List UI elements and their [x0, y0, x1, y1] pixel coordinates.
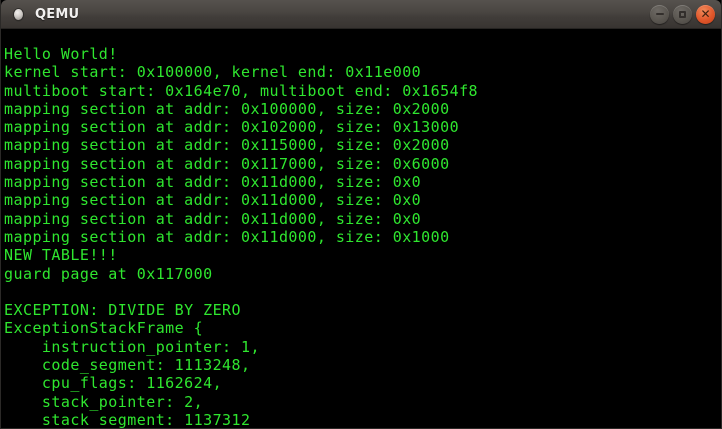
- terminal-line: mapping section at addr: 0x102000, size:…: [4, 118, 460, 137]
- terminal-line: multiboot start: 0x164e70, multiboot end…: [4, 81, 479, 100]
- close-button[interactable]: ✕: [696, 4, 715, 24]
- terminal-output[interactable]: Hello World! kernel start: 0x100000, kern…: [1, 29, 721, 428]
- terminal-line: mapping section at addr: 0x115000, size:…: [4, 136, 450, 155]
- terminal-line: cpu_flags: 1162624,: [4, 374, 223, 393]
- close-icon: ✕: [700, 7, 711, 21]
- window-title: QEMU: [35, 6, 80, 22]
- terminal-line: mapping section at addr: 0x11d000, size:…: [4, 209, 422, 228]
- terminal-line: mapping section at addr: 0x11d000, size:…: [4, 191, 422, 210]
- terminal-line: code_segment: 1113248,: [4, 356, 251, 375]
- terminal-line: NEW TABLE!!!: [4, 246, 118, 265]
- maximize-button[interactable]: [673, 4, 692, 24]
- window-controls: ✕: [650, 4, 715, 24]
- terminal-line: EXCEPTION: DIVIDE BY ZERO: [4, 301, 242, 320]
- minimize-icon: [650, 5, 669, 24]
- terminal-line: ExceptionStackFrame {: [4, 319, 204, 338]
- terminal-line: mapping section at addr: 0x11d000, size:…: [4, 227, 450, 246]
- maximize-icon: [673, 5, 692, 24]
- terminal-line: stack_pointer: 2,: [4, 392, 204, 411]
- terminal-line: mapping section at addr: 0x11d000, size:…: [4, 173, 422, 192]
- terminal-line: mapping section at addr: 0x100000, size:…: [4, 99, 450, 118]
- terminal-line: Hello World!: [4, 45, 118, 63]
- window-titlebar[interactable]: QEMU ✕: [1, 0, 721, 29]
- terminal-line: instruction_pointer: 1,: [4, 337, 260, 356]
- app-dot-icon: [11, 7, 25, 22]
- terminal-line: kernel start: 0x100000, kernel end: 0x11…: [4, 63, 422, 82]
- terminal-line: stack_segment: 1137312: [4, 410, 251, 428]
- minimize-button[interactable]: [650, 4, 669, 24]
- terminal-line: [2, 283, 721, 301]
- terminal-line: guard page at 0x117000: [4, 264, 213, 283]
- terminal-line: mapping section at addr: 0x117000, size:…: [4, 154, 450, 173]
